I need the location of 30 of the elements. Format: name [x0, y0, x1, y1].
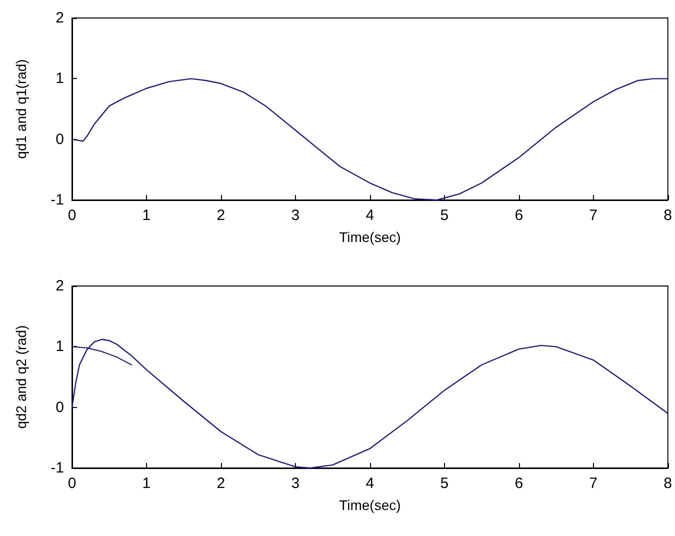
x-tick-label: 1: [142, 207, 151, 224]
x-tick-label: 6: [514, 207, 524, 224]
x-tick-label: 7: [589, 475, 598, 492]
y-tick-label: 1: [56, 70, 64, 88]
x-tick-label: 3: [291, 475, 300, 492]
x-tick-label: 0: [68, 475, 76, 492]
x-tick-label: 8: [664, 207, 672, 224]
x-tick-label: 8: [664, 475, 672, 492]
y-tick-label: 2: [56, 10, 64, 26]
x-axis-title: Time(sec): [339, 497, 401, 513]
y-axis-title: qd2 and q2 (rad): [13, 325, 29, 429]
x-axis-title: Time(sec): [339, 229, 401, 245]
y-tick-label: -1: [50, 460, 64, 476]
x-tick-label: 4: [366, 475, 374, 492]
y-tick-label: -1: [50, 192, 64, 208]
y-axis-title: qd1 and q1(rad): [13, 59, 29, 159]
x-tick-label: 4: [366, 207, 374, 224]
x-tick-label: 2: [216, 475, 226, 492]
x-tick-label: 6: [514, 475, 524, 492]
x-tick-label: 0: [68, 207, 76, 224]
x-tick-label: 3: [291, 207, 300, 224]
x-tick-label: 7: [589, 207, 598, 224]
y-tick-label: 0: [56, 130, 64, 148]
y-tick-label: 2: [56, 278, 64, 294]
y-tick-label: 1: [56, 338, 64, 356]
y-tick-label: 0: [56, 398, 64, 416]
x-tick-label: 1: [142, 475, 151, 492]
x-tick-label: 5: [440, 207, 449, 224]
x-tick-label: 5: [440, 475, 449, 492]
x-tick-label: 2: [216, 207, 226, 224]
